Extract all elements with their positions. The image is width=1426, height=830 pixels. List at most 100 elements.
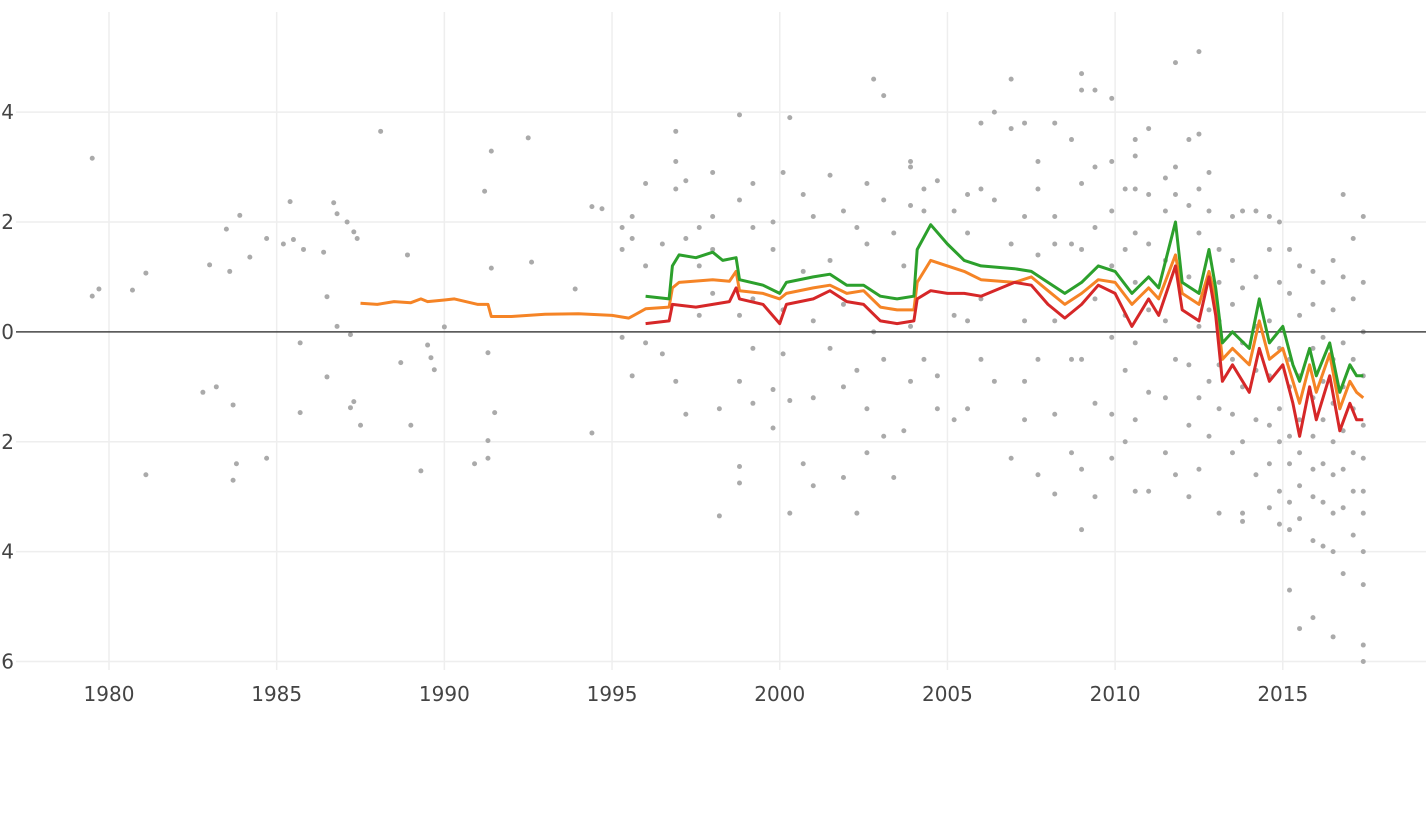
scatter-point [736,112,742,118]
scatter-point [431,367,437,373]
scatter-point [213,384,219,390]
scatter-point [321,249,327,255]
scatter-point [1360,549,1366,555]
scatter-point [770,219,776,225]
scatter-point [827,345,833,351]
scatter-point [358,422,364,428]
scatter-point [143,472,149,478]
scatter-point [1297,626,1303,632]
scatter-point [1287,246,1293,252]
scatter-point [864,450,870,456]
scatter-point [978,120,984,126]
scatter-point [908,202,914,208]
scatter-point [1092,224,1098,230]
scatter-point [1196,395,1202,401]
scatter-point [485,350,491,356]
scatter-point [1350,532,1356,538]
scatter-point [736,312,742,318]
scatter-point [736,197,742,203]
scatter-point [965,230,971,236]
scatter-point [324,294,330,300]
scatter-point [1216,510,1222,516]
scatter-point [710,170,716,176]
scatter-point [1122,186,1128,192]
scatter-point [264,235,270,241]
scatter-point [347,405,353,411]
scatter-point [827,257,833,263]
scatter-point [1253,274,1259,280]
scatter-point [1229,257,1235,263]
scatter-point [1052,411,1058,417]
x-tick-label: 2015 [1257,682,1308,706]
scatter-point [1008,455,1014,461]
scatter-point [1079,527,1085,533]
scatter-point [696,263,702,269]
scatter-point [643,263,649,269]
scatter-point [297,410,303,416]
scatter-point [1172,60,1178,66]
scatter-point [1253,472,1259,478]
scatter-point [810,483,816,489]
scatter-point [683,235,689,241]
scatter-point [425,342,431,348]
scatter-point [1035,252,1041,258]
scatter-point [1092,400,1098,406]
scatter-point [1109,411,1115,417]
scatter-point [1109,95,1115,101]
scatter-point [1206,378,1212,384]
scatter-point [1206,433,1212,439]
scatter-point [1287,587,1293,593]
scatter-point [750,345,756,351]
scatter-point [716,513,722,519]
scatter-point [331,200,337,206]
scatter-point [696,312,702,318]
scatter-point [951,417,957,423]
scatter-point [334,211,340,217]
scatter-point [864,181,870,187]
scatter-point [207,262,213,268]
scatter-point [659,351,665,357]
scatter-point [1340,340,1346,346]
scatter-point [770,387,776,393]
scatter-point [978,356,984,362]
scatter-point [233,461,239,467]
x-tick-label: 2005 [922,682,973,706]
scatter-point [472,461,478,467]
scatter-point [1330,307,1336,313]
scatter-point [1360,279,1366,285]
scatter-point [881,197,887,203]
scatter-point [1008,76,1014,82]
scatter-point [404,252,410,258]
scatter-point [227,268,233,274]
scatter-point [1122,367,1128,373]
scatter-point [1092,296,1098,302]
scatter-point [750,400,756,406]
scatter-point [840,208,846,214]
scatter-point [1206,208,1212,214]
x-tick-label: 1990 [419,682,470,706]
scatter-point [1079,246,1085,252]
scatter-point [1340,428,1346,434]
scatter-point [1132,488,1138,494]
scatter-point [710,246,716,252]
scatter-point [683,178,689,184]
scatter-point [525,135,531,141]
scatter-point [1132,279,1138,285]
scatter-point [1340,274,1346,280]
scatter-point [89,155,95,161]
scatter-point [770,425,776,431]
scatter-point [1287,499,1293,505]
scatter-point [1320,334,1326,340]
scatter-point [589,430,595,436]
scatter-point [683,411,689,417]
scatter-point [991,378,997,384]
scatter-point [1092,494,1098,500]
scatter-point [589,204,595,210]
scatter-point [428,355,434,361]
scatter-point [398,360,404,366]
scatter-point [1069,356,1075,362]
scatter-point [1132,137,1138,143]
scatter-point [840,384,846,390]
scatter-point [1052,120,1058,126]
